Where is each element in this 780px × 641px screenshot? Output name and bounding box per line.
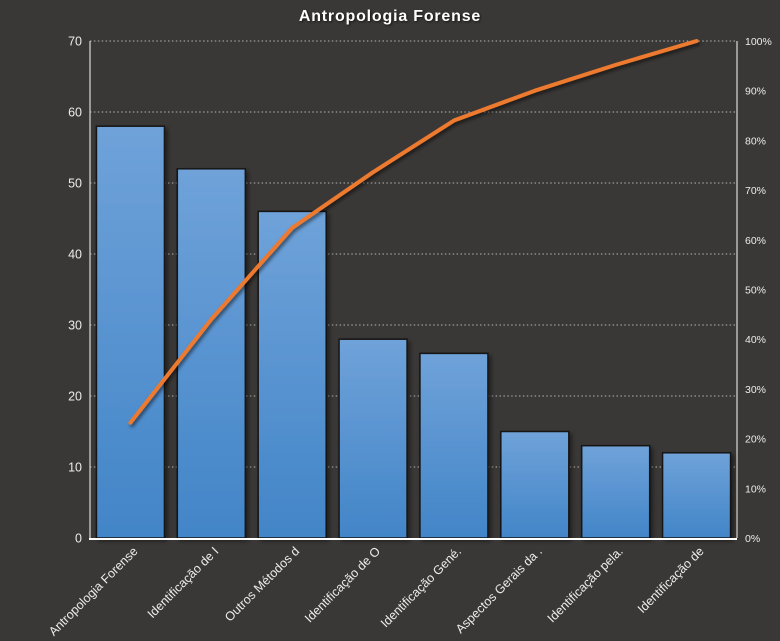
- left-axis-tick-label: 10: [68, 461, 82, 475]
- x-axis-label: Antropologia Forense: [46, 544, 140, 638]
- bar-series: [95, 125, 732, 539]
- left-axis-tick-label: 50: [68, 177, 82, 191]
- bar: [257, 210, 327, 539]
- bar: [661, 452, 732, 539]
- right-axis-tick-label: 20%: [745, 434, 766, 446]
- chart-title: Antropologia Forense: [298, 8, 482, 25]
- bar: [338, 338, 408, 539]
- x-axis-labels: Antropologia Forense Identificação de I Ou…: [46, 544, 707, 639]
- left-axis-tick-label: 60: [68, 106, 82, 120]
- right-axis-tick-label: 70%: [745, 185, 766, 197]
- right-axis-tick-label: 0%: [745, 533, 760, 545]
- x-axis-label: Outros Métodos d: [222, 544, 302, 624]
- left-axis-tick-label: 70: [68, 35, 82, 49]
- x-axis-label: Identificação de I: [145, 544, 222, 621]
- right-axis-tick-label: 90%: [745, 86, 766, 98]
- y-axis-left-ticks: 0 10 20 30 40 50 60 70: [68, 35, 82, 546]
- right-axis-tick-label: 80%: [745, 135, 766, 147]
- left-axis-tick-label: 0: [75, 532, 82, 546]
- right-axis-tick-label: 100%: [745, 36, 772, 48]
- x-axis-label: Identificação pela.: [545, 544, 626, 625]
- y-axis-right-ticks: 0% 10% 20% 30% 40% 50% 60% 70% 80% 90% 100%: [745, 36, 772, 545]
- bar: [419, 352, 489, 539]
- cumulative-line: [128, 39, 699, 425]
- bar: [580, 444, 651, 539]
- x-axis-label: Identificação de O: [302, 544, 383, 625]
- right-axis-tick-label: 60%: [745, 235, 766, 247]
- right-axis-tick-label: 10%: [745, 483, 766, 495]
- bar: [176, 168, 247, 539]
- x-axis-label: Identificação de: [635, 544, 707, 616]
- left-axis-tick-label: 30: [68, 319, 82, 333]
- left-axis-tick-label: 40: [68, 248, 82, 262]
- bar: [95, 125, 166, 539]
- bar: [500, 430, 570, 539]
- right-axis-tick-label: 30%: [745, 384, 766, 396]
- right-axis-tick-label: 50%: [745, 285, 766, 297]
- left-axis-tick-label: 20: [68, 390, 82, 404]
- x-axis-label: Identificação Gené.: [378, 544, 464, 630]
- x-axis-label: Aspectos Gerais da .: [453, 544, 545, 636]
- right-axis-tick-label: 40%: [745, 334, 766, 346]
